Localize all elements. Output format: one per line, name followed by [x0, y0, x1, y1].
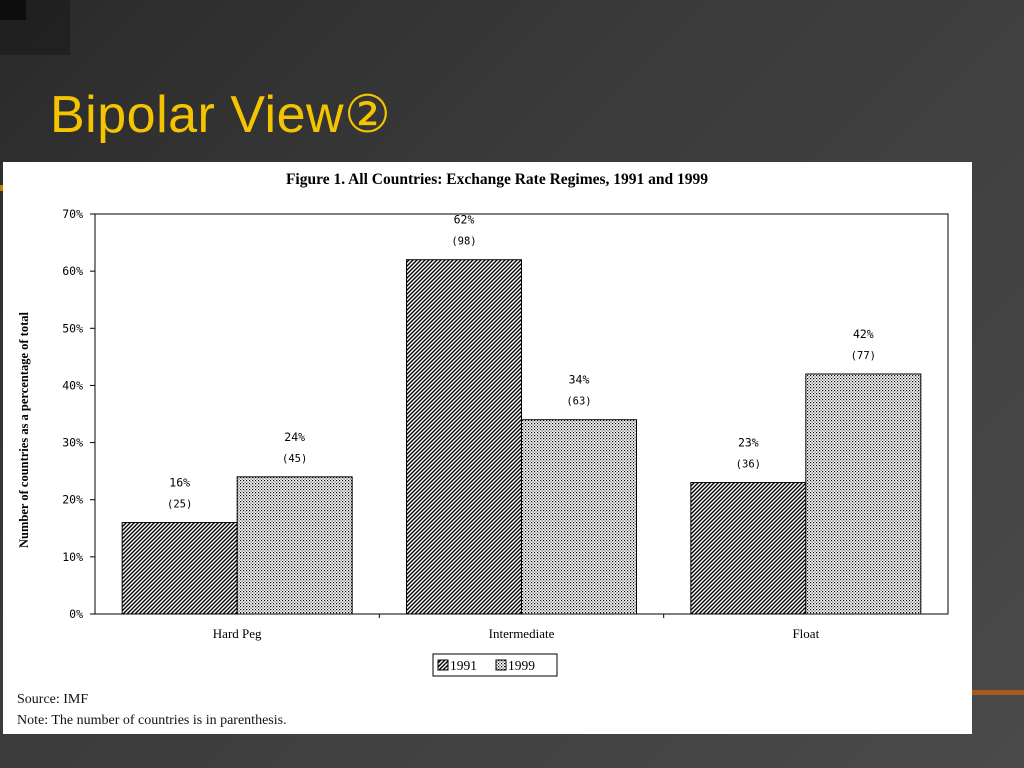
value-label: 34%	[569, 373, 590, 387]
plot-area: 0% 10% 20% 30% 40% 50% 60% 70% Hard Peg 16% (25) 24…	[62, 207, 949, 677]
legend-swatch	[437, 659, 449, 671]
count-label: (63)	[566, 396, 591, 408]
category-label: Float	[792, 626, 819, 641]
value-label: 62%	[454, 213, 475, 227]
accent-strip	[972, 690, 1024, 695]
y-tick-label: 30%	[62, 436, 83, 450]
count-label: (98)	[451, 236, 476, 248]
source-note: Source: IMF	[17, 692, 89, 707]
figure-panel: Figure 1. All Countries: Exchange Rate R…	[3, 162, 972, 734]
y-tick-label: 0%	[69, 607, 83, 621]
bar-1991	[690, 482, 807, 615]
value-label: 16%	[169, 476, 190, 490]
bar-1999	[236, 476, 353, 615]
count-label: (45)	[282, 453, 307, 465]
value-label: 24%	[284, 430, 305, 444]
y-tick-label: 10%	[62, 550, 83, 564]
y-tick-label: 40%	[62, 378, 83, 392]
category-label: Intermediate	[489, 626, 555, 641]
y-axis-label: Number of countries as a percentage of t…	[17, 312, 31, 548]
slide-title: Bipolar View②	[50, 86, 392, 144]
value-label: 42%	[853, 327, 874, 341]
chart-title: Figure 1. All Countries: Exchange Rate R…	[286, 171, 708, 188]
value-label: 23%	[738, 436, 759, 450]
bar-1999	[805, 373, 922, 615]
count-label: (25)	[167, 499, 192, 511]
y-tick-label: 50%	[62, 321, 83, 335]
bar-1991	[121, 522, 238, 615]
count-label: (77)	[851, 350, 876, 362]
count-label: (36)	[736, 459, 761, 471]
legend-swatch	[495, 659, 507, 671]
bar-1999	[521, 419, 637, 615]
parenthesis-note: Note: The number of countries is in pare…	[17, 713, 287, 728]
accent-dot	[0, 185, 3, 191]
bar-1991	[406, 259, 522, 615]
bar-chart: Figure 1. All Countries: Exchange Rate R…	[17, 171, 949, 677]
y-tick-label: 70%	[62, 207, 83, 221]
legend-box	[432, 653, 558, 677]
legend-label: 1991	[450, 658, 477, 673]
legend-label: 1999	[508, 658, 535, 673]
category-label: Hard Peg	[213, 626, 262, 641]
y-tick-label: 20%	[62, 493, 83, 507]
y-tick-label: 60%	[62, 264, 83, 278]
corner-square	[0, 0, 26, 20]
